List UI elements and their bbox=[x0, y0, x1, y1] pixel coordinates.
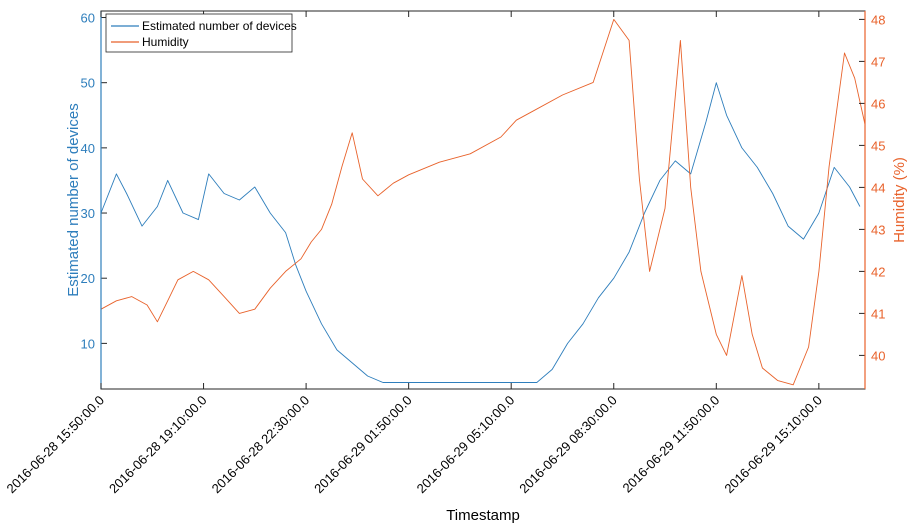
right-axis-tick-label: 42 bbox=[871, 264, 885, 279]
left-axis-tick-label: 20 bbox=[81, 271, 95, 286]
left-axis-tick-label: 10 bbox=[81, 336, 95, 351]
plot-area bbox=[100, 10, 866, 390]
right-axis-tick-label: 40 bbox=[871, 348, 885, 363]
x-axis-tick-label: 2016-06-29 08:30:00.0 bbox=[516, 393, 620, 497]
left-axis-tick-label: 60 bbox=[81, 11, 95, 26]
legend-label-devices: Estimated number of devices bbox=[142, 19, 297, 33]
x-axis-tick-label: 2016-06-28 19:10:00.0 bbox=[106, 393, 210, 497]
axes-layer: 10 20 30 40 50 60 40 41 42 43 44 45 46 47 48 bbox=[81, 11, 885, 389]
humidity-series-line bbox=[100, 18, 866, 386]
right-axis-tick-label: 47 bbox=[871, 54, 885, 69]
x-axis-tick-label: 2016-06-29 15:10:00.0 bbox=[721, 393, 825, 497]
left-axis-tick-label: 50 bbox=[81, 76, 95, 91]
right-axis-tick-label: 45 bbox=[871, 138, 885, 153]
left-axis-tick-label: 30 bbox=[81, 206, 95, 221]
left-axis-title: Estimated number of devices bbox=[65, 103, 82, 296]
x-axis-tick-label: 2016-06-28 22:30:00.0 bbox=[209, 393, 313, 497]
x-axis-tick-label: 2016-06-28 15:50:00.0 bbox=[3, 393, 107, 497]
right-axis-tick-label: 46 bbox=[871, 96, 885, 111]
right-axis-tick-label: 41 bbox=[871, 306, 885, 321]
legend-box bbox=[105, 13, 293, 53]
x-axis-title: Timestamp bbox=[446, 507, 520, 524]
legend-label-humidity: Humidity bbox=[142, 35, 189, 49]
x-axis-tick-label: 2016-06-29 05:10:00.0 bbox=[414, 393, 518, 497]
series-layer bbox=[100, 18, 866, 386]
legend: Estimated number of devices Humidity bbox=[105, 13, 297, 53]
devices-series-line bbox=[100, 82, 861, 383]
right-axis-tick-label: 43 bbox=[871, 222, 885, 237]
left-axis-tick-label: 40 bbox=[81, 141, 95, 156]
right-axis-tick-label: 44 bbox=[871, 180, 885, 195]
x-axis-tick-label: 2016-06-29 11:50:00.0 bbox=[619, 393, 722, 496]
right-axis-title: Humidity (%) bbox=[891, 157, 908, 243]
x-axis-tick-label: 2016-06-29 01:50:00.0 bbox=[311, 393, 415, 497]
right-axis-tick-label: 48 bbox=[871, 12, 885, 27]
